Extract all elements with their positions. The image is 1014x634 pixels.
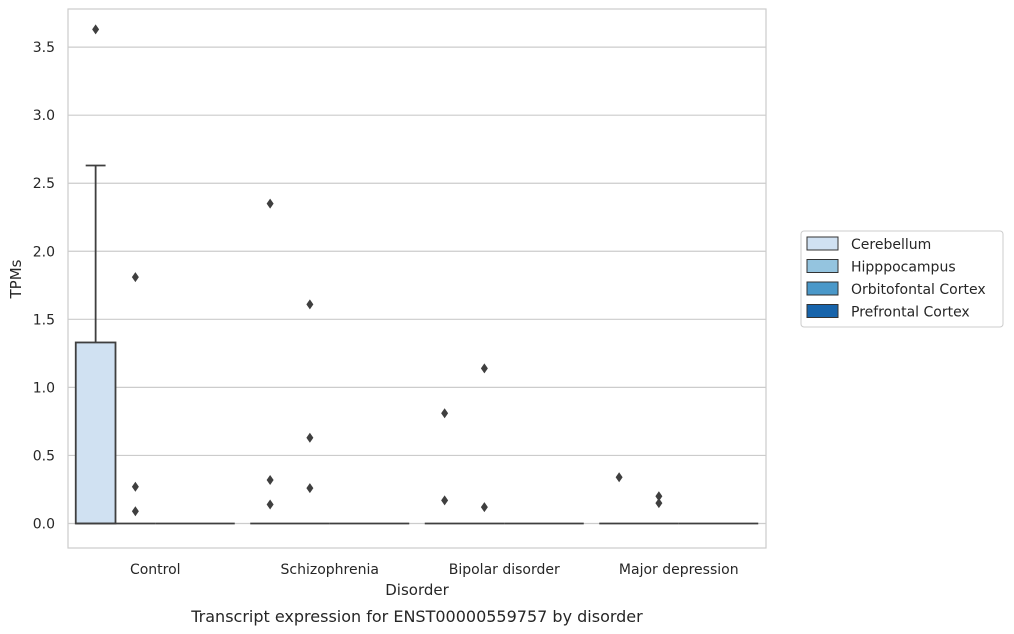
legend-label: Cerebellum — [851, 237, 931, 253]
outlier-point — [655, 491, 663, 502]
outlier-point — [441, 408, 449, 419]
y-tick-label: 1.5 — [33, 312, 55, 328]
outlier-point — [480, 363, 488, 374]
legend: Cerebellum Hipppocampus Orbitofontal Corte… — [800, 230, 1004, 328]
legend-label: Orbitofontal Cortex — [851, 282, 986, 298]
legend-frame — [800, 230, 1004, 328]
legend-swatch — [806, 236, 839, 251]
y-tick-label: 2.0 — [33, 244, 55, 260]
outlier-point — [266, 474, 274, 485]
outlier-point — [266, 198, 274, 209]
legend-label: Prefrontal Cortex — [851, 305, 970, 321]
outlier-point — [266, 499, 274, 510]
x-tick-label: Major depression — [619, 562, 739, 578]
outlier-point — [131, 481, 139, 492]
y-tick-label: 1.0 — [33, 380, 55, 396]
legend-swatch — [806, 259, 839, 273]
outlier-point — [306, 299, 314, 310]
outlier-point — [615, 472, 623, 483]
outlier-point — [655, 498, 663, 509]
outlier-point — [306, 483, 314, 494]
x-axis-label: Disorder — [385, 581, 449, 599]
legend-label: Hipppocampus — [851, 260, 956, 276]
chart-caption: Transcript expression for ENST0000055975… — [190, 607, 643, 626]
box — [74, 341, 117, 525]
outlier-point — [441, 495, 449, 506]
x-tick-label: Bipolar disorder — [449, 562, 560, 578]
y-tick-label: 3.0 — [33, 108, 55, 124]
y-tick-label: 0.0 — [33, 517, 55, 533]
grid-lines — [68, 46, 766, 525]
y-tick-label: 0.5 — [33, 448, 55, 464]
x-tick-label: Control — [130, 562, 181, 578]
outlier-point — [306, 432, 314, 443]
y-tick-labels: 0.0 0.5 1.0 1.5 2.0 2.5 3.0 3.5 — [33, 40, 55, 532]
y-axis-label: TPMs — [7, 259, 25, 299]
outlier-point — [131, 506, 139, 517]
y-tick-label: 3.5 — [33, 40, 55, 56]
x-tick-labels: Control Schizophrenia Bipolar disorder Majo… — [130, 562, 739, 578]
outlier-point — [92, 24, 100, 35]
y-tick-label: 2.5 — [33, 176, 55, 192]
x-tick-label: Schizophrenia — [281, 562, 379, 578]
outlier-point — [480, 502, 488, 513]
outliers — [92, 24, 663, 517]
boxes — [74, 164, 759, 525]
legend-swatch — [806, 304, 839, 318]
outlier-point — [131, 272, 139, 283]
plot-area-frame — [67, 8, 767, 549]
legend-swatch — [806, 281, 839, 296]
